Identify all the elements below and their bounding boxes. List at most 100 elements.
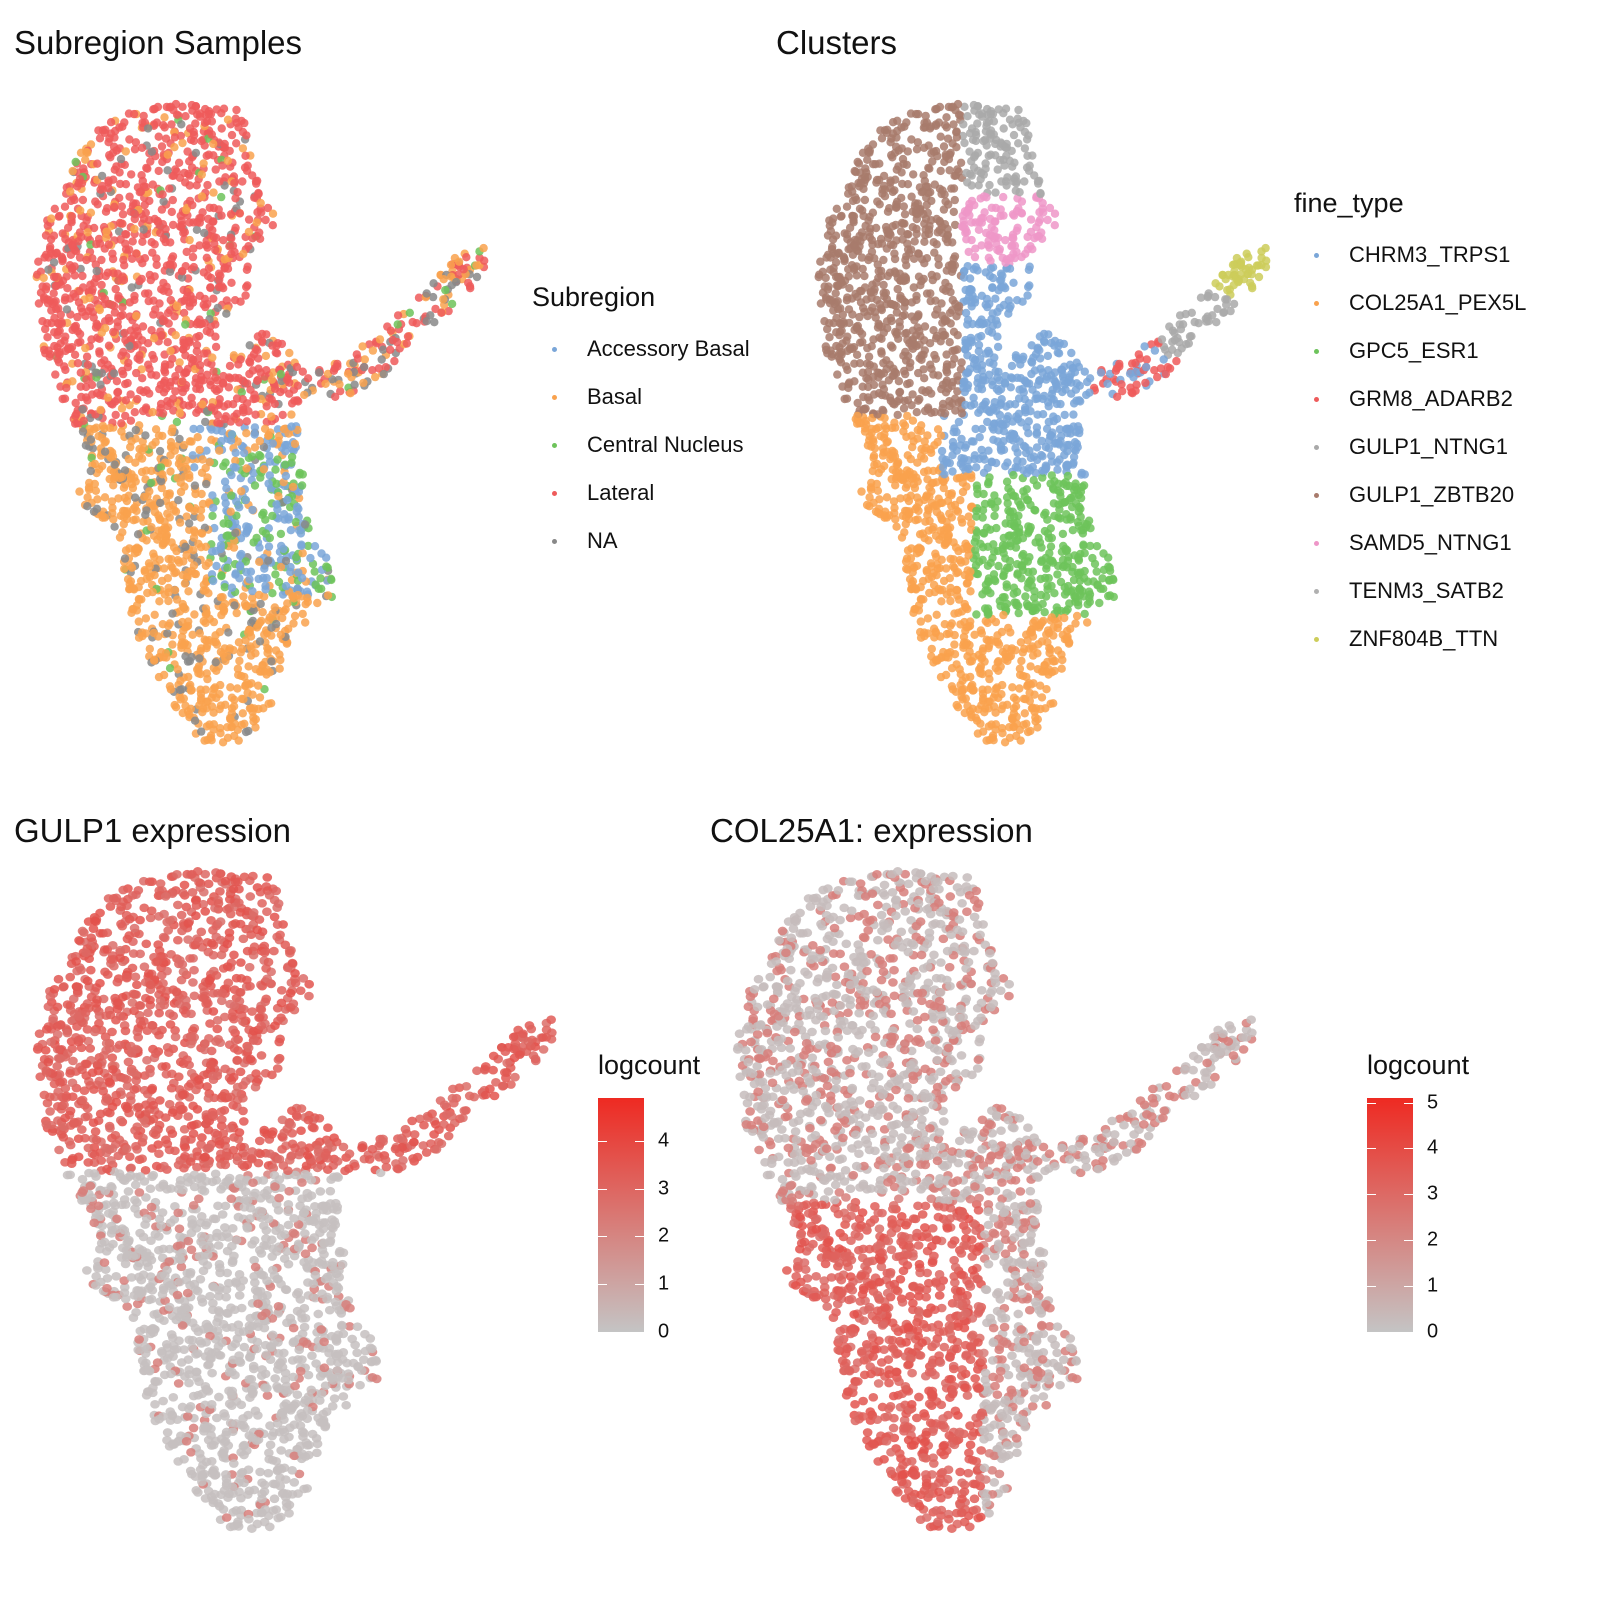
umap-point [940, 540, 949, 550]
umap-point [43, 333, 52, 342]
umap-point [184, 672, 193, 682]
legend-item-central-nucleus: Central Nucleus [532, 421, 750, 469]
umap-point [976, 354, 985, 363]
umap-point [1038, 599, 1047, 609]
umap-point [126, 416, 136, 425]
umap-point [1172, 356, 1181, 366]
umap-point [1055, 425, 1065, 434]
legend-item-lateral: Lateral [532, 469, 750, 517]
umap-point [107, 448, 117, 457]
umap-point [967, 519, 976, 528]
umap-point [936, 132, 945, 141]
umap-point [172, 595, 182, 604]
umap-point [267, 412, 276, 421]
umap-point [215, 177, 224, 186]
umap-point [972, 512, 981, 521]
umap-point [379, 345, 388, 354]
umap-point [96, 380, 105, 389]
umap-point [127, 479, 136, 489]
umap-point [913, 458, 922, 467]
umap-point [205, 458, 214, 467]
umap-point [222, 296, 231, 305]
umap-point [1052, 603, 1061, 612]
umap-point [833, 370, 842, 379]
umap-point [223, 156, 232, 165]
umap-point [157, 330, 166, 340]
umap-point [230, 601, 239, 610]
umap-point [963, 320, 972, 329]
umap-point [1031, 606, 1040, 615]
umap-point [167, 207, 176, 217]
umap-point [220, 583, 229, 592]
umap-point [1023, 727, 1033, 737]
umap-point [223, 563, 232, 572]
umap-point [294, 487, 304, 496]
umap-point [255, 693, 265, 702]
umap-point [852, 271, 861, 280]
umap-point [991, 367, 1000, 376]
umap-point [132, 368, 141, 378]
umap-point [216, 541, 226, 550]
umap-point [128, 237, 137, 246]
umap-point [1009, 693, 1019, 702]
umap-point [973, 374, 983, 383]
umap-point [991, 576, 1000, 586]
umap-point [994, 666, 1003, 675]
umap-point [989, 403, 998, 412]
umap-point [446, 260, 456, 270]
umap-point [1034, 218, 1043, 227]
umap-point [937, 555, 946, 564]
umap-point [185, 710, 194, 719]
umap-point [56, 339, 65, 348]
umap-point [928, 157, 937, 166]
umap-point [202, 326, 211, 336]
umap-point [153, 535, 162, 544]
legend-item-accessory-basal: Accessory Basal [532, 325, 750, 373]
umap-point [1150, 366, 1159, 375]
umap-point [235, 209, 245, 218]
umap-point [184, 617, 193, 626]
umap-point [52, 249, 61, 258]
umap-point [1019, 487, 1028, 496]
umap-point [959, 223, 968, 232]
umap-point [201, 417, 210, 427]
umap-point [861, 164, 870, 173]
umap-point [858, 368, 867, 377]
umap-point [913, 138, 923, 147]
umap-point [982, 228, 991, 238]
umap-point [189, 546, 198, 555]
umap-point [125, 312, 134, 321]
umap-point [1055, 455, 1064, 464]
umap-point [1042, 685, 1051, 694]
umap-point [60, 202, 70, 211]
umap-point [833, 281, 842, 290]
umap-point [212, 666, 221, 675]
umap-point [1046, 645, 1055, 654]
umap-point [235, 418, 244, 427]
umap-point [1175, 311, 1185, 320]
umap-point [83, 502, 92, 511]
umap-point [979, 170, 988, 179]
umap-point [233, 684, 242, 693]
umap-point [1056, 577, 1066, 587]
umap-point [63, 223, 73, 232]
umap-point [235, 574, 244, 583]
umap-point [1226, 306, 1235, 316]
umap-point [878, 380, 887, 389]
umap-point [116, 154, 126, 164]
umap-point [120, 554, 130, 563]
umap-point [271, 465, 280, 474]
umap-point [840, 256, 849, 266]
umap-point [40, 295, 49, 304]
umap-point [957, 434, 966, 444]
umap-point [129, 199, 138, 208]
umap-point [874, 423, 883, 432]
umap-point [1075, 396, 1084, 405]
umap-point [209, 367, 218, 376]
umap-point [941, 388, 951, 397]
umap-point [892, 522, 901, 531]
umap-point [924, 386, 933, 395]
umap-point [129, 584, 138, 593]
umap-point [1037, 557, 1046, 566]
umap-point [168, 609, 177, 618]
